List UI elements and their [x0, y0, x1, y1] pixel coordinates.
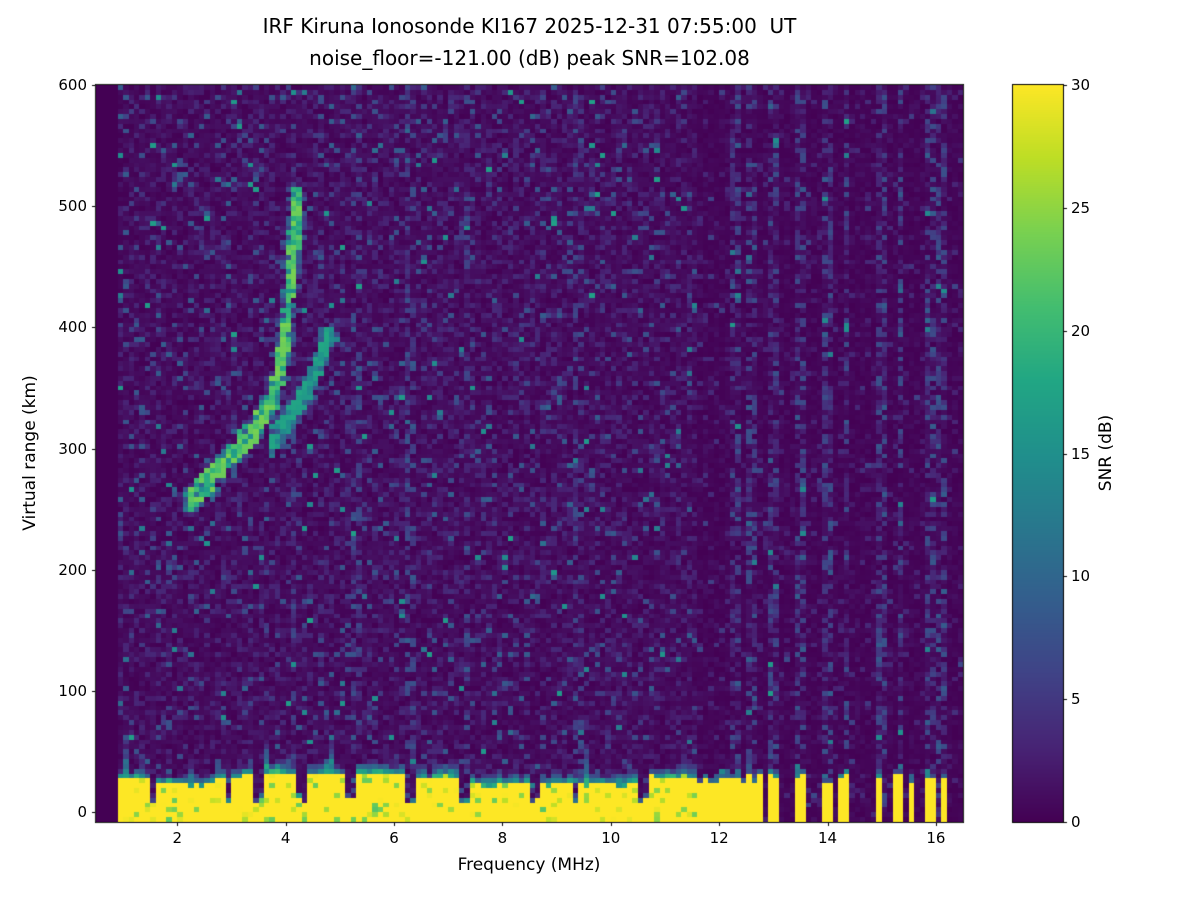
chart-title: IRF Kiruna Ionosonde KI167 2025-12-31 07…: [262, 14, 797, 38]
colorbar-tick-label: 20: [1071, 321, 1091, 340]
y-tick-label: 200: [58, 560, 87, 579]
y-tick-label: 300: [58, 439, 87, 458]
y-tick-label: 600: [58, 76, 87, 94]
colorbar-tick-label: 25: [1071, 198, 1091, 217]
colorbar-tick-label: 30: [1071, 76, 1091, 94]
y-tick-label: 400: [58, 318, 87, 337]
y-tick-label: 100: [58, 682, 87, 701]
y-tick-label: 0: [77, 803, 87, 822]
x-tick-label: 14: [817, 829, 838, 847]
colorbar-tick-label: 0: [1071, 813, 1081, 831]
chart-subtitle: noise_floor=-121.00 (dB) peak SNR=102.08: [309, 46, 750, 70]
x-axis-label: Frequency (MHz): [457, 855, 601, 875]
colorbar-label: SNR (dB): [1096, 414, 1116, 492]
colorbar-tick-label: 10: [1071, 567, 1091, 586]
colorbar-tick-label: 5: [1071, 690, 1081, 709]
x-tick-label: 12: [709, 829, 729, 847]
y-tick-label: 500: [58, 197, 87, 216]
x-tick-label: 2: [172, 829, 183, 847]
x-tick-label: 16: [926, 829, 946, 847]
x-tick-label: 4: [280, 829, 291, 847]
ionogram-heatmap-canvas: [96, 85, 963, 822]
x-tick-label: 6: [389, 829, 399, 847]
y-axis-label: Virtual range (km): [20, 375, 40, 531]
x-tick-label: 10: [601, 829, 621, 847]
colorbar-tick-label: 15: [1071, 444, 1091, 463]
x-tick-label: 8: [497, 829, 508, 847]
